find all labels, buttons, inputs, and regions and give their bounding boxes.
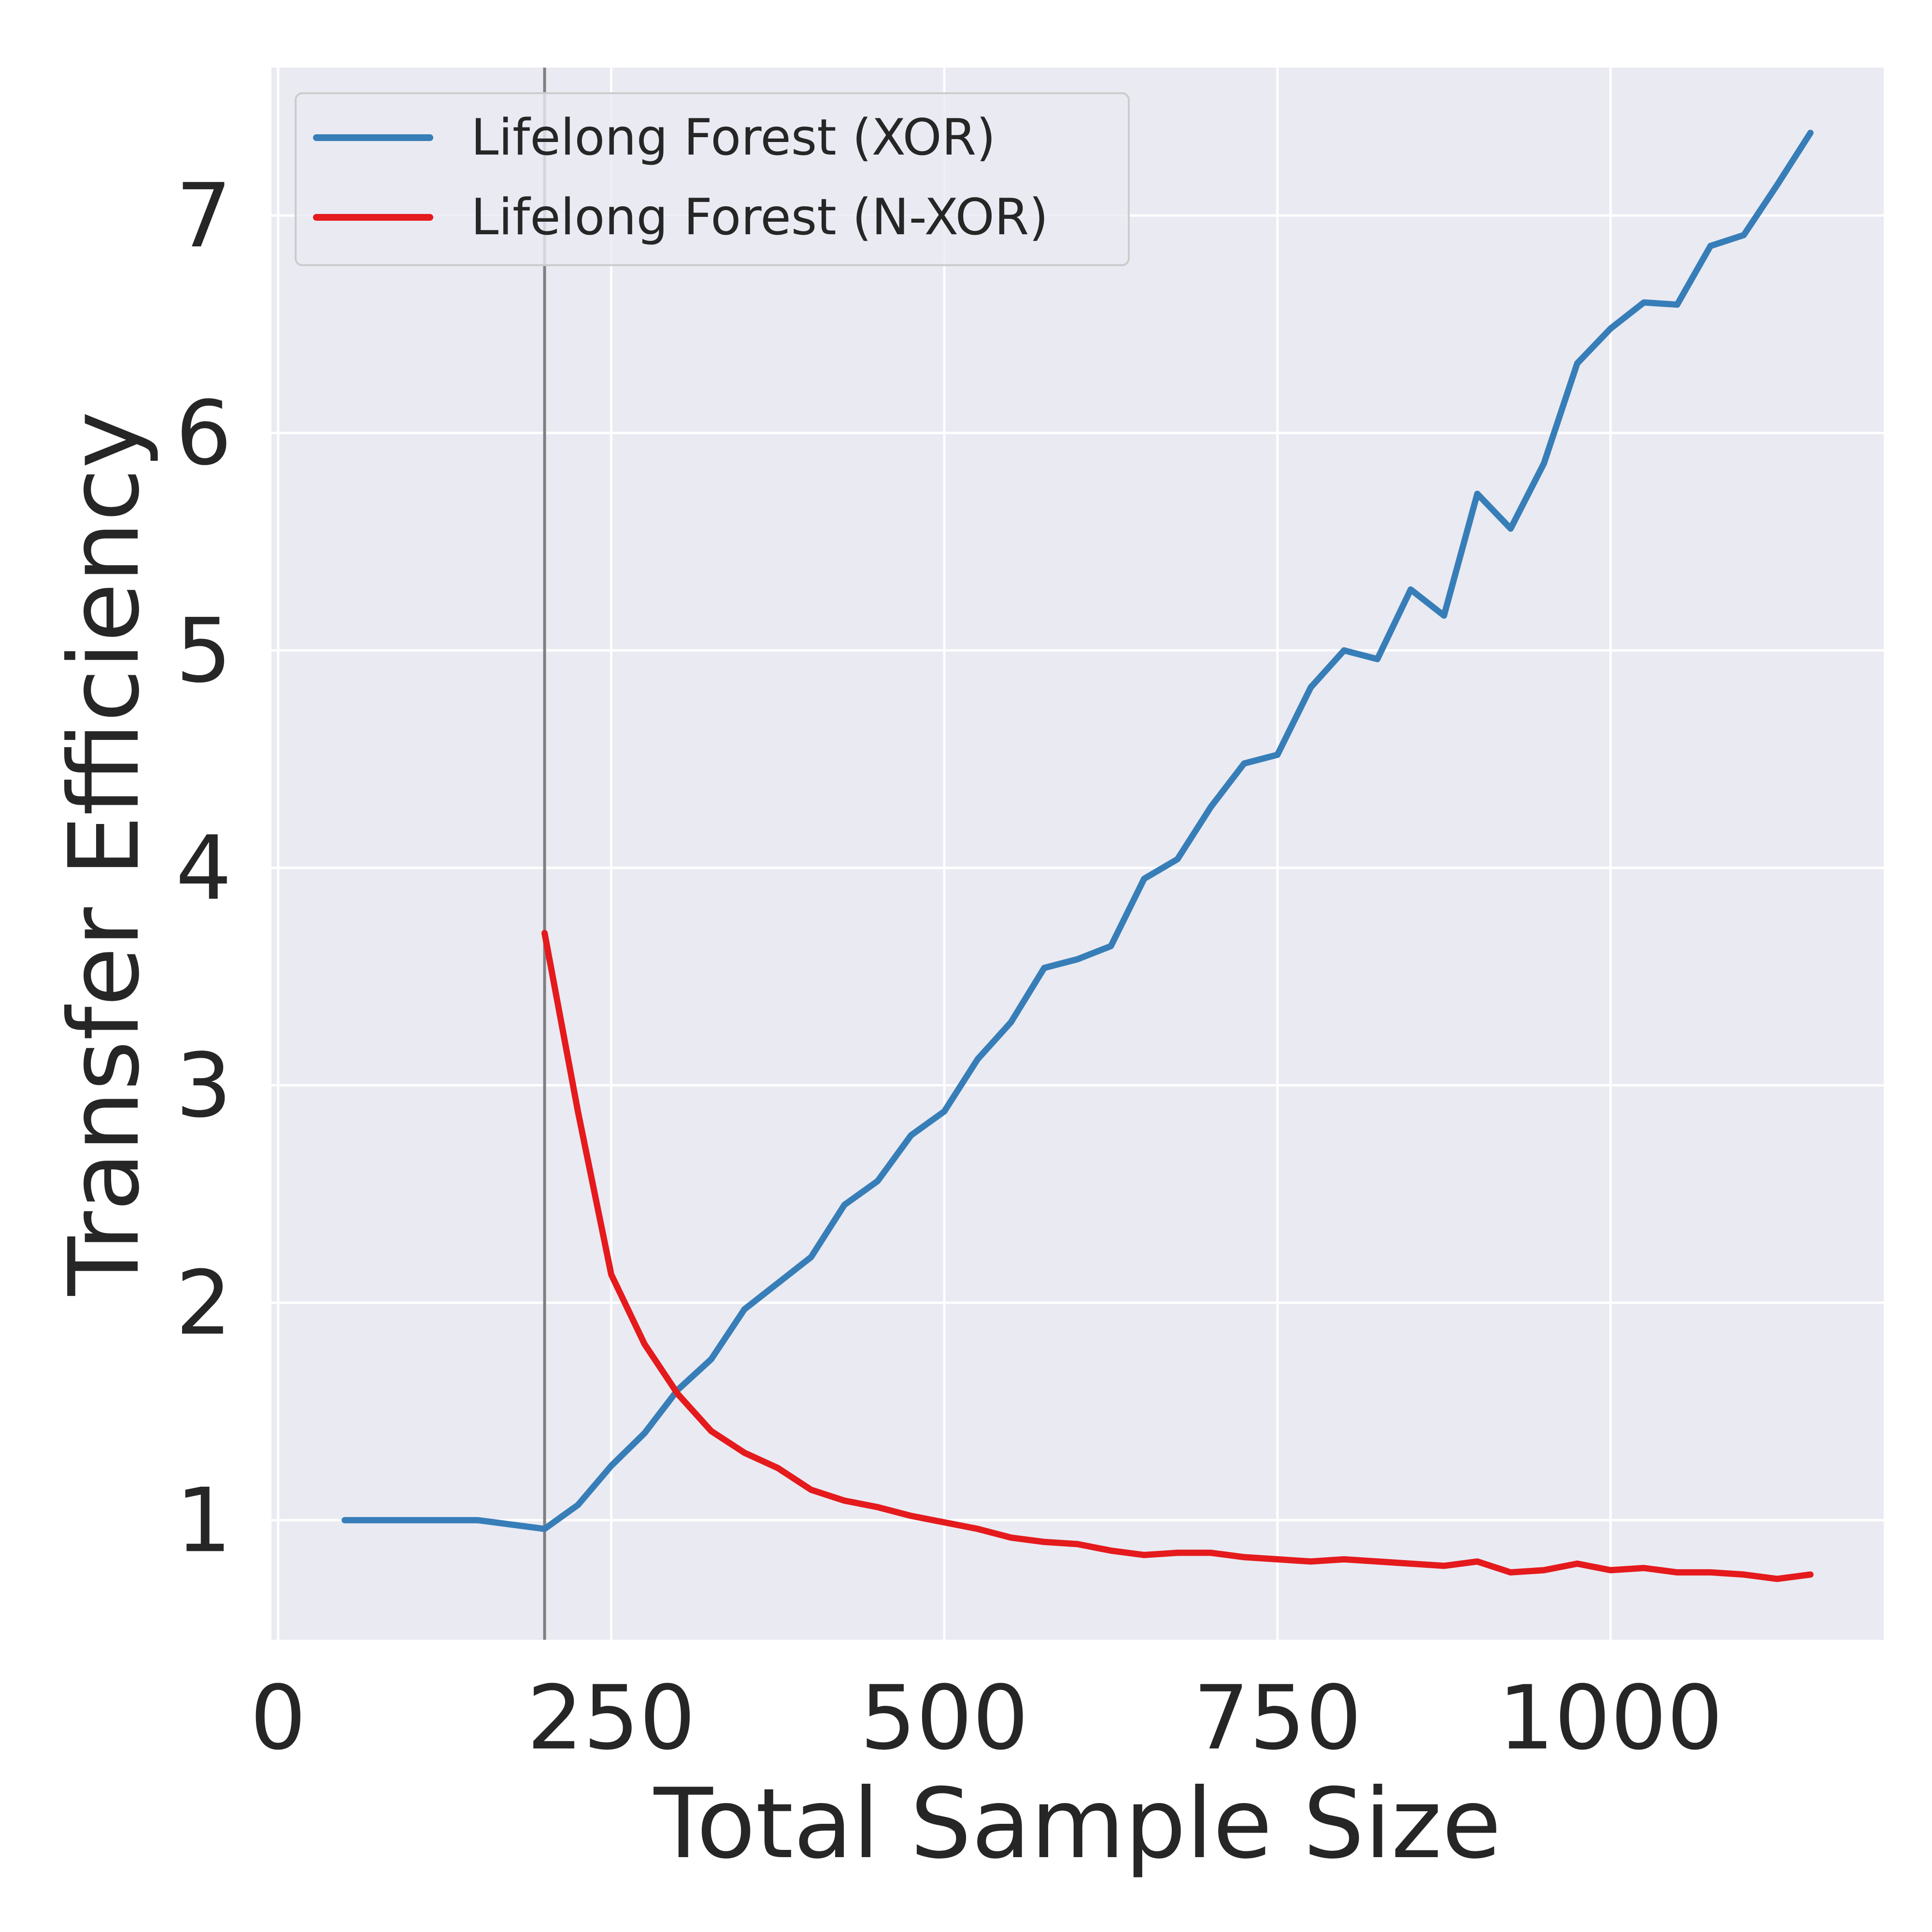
y-tick-label: 2 [176, 1252, 232, 1355]
series-line-1 [541, 930, 1814, 1582]
y-axis-label: Transfer Efficiency [48, 411, 161, 1296]
grid [271, 68, 1884, 1640]
legend-label-nxor: Lifelong Forest (N-XOR) [471, 188, 1049, 246]
y-tick-label: 7 [176, 165, 232, 268]
x-tick-label: 1000 [1498, 1667, 1723, 1770]
y-tick-label: 3 [176, 1035, 232, 1137]
y-tick-label: 1 [176, 1469, 232, 1572]
y-tick-label: 6 [176, 382, 232, 485]
series-layer [341, 129, 1814, 1582]
x-tick-label: 250 [527, 1667, 696, 1770]
plot-area [271, 68, 1884, 1640]
tick-labels: 0 250 500 750 1000 1 2 3 4 5 6 7 [176, 165, 1723, 1770]
legend-box [295, 92, 1130, 266]
y-tick-label: 4 [176, 817, 232, 920]
x-tick-label: 0 [250, 1667, 306, 1770]
x-tick-label: 500 [860, 1667, 1028, 1770]
y-tick-label: 5 [176, 600, 232, 703]
x-axis-label: Total Sample Size [653, 1768, 1502, 1880]
x-tick-label: 750 [1193, 1667, 1362, 1770]
legend-label-xor: Lifelong Forest (XOR) [471, 109, 995, 167]
series-line-0 [341, 129, 1814, 1532]
legend: Lifelong Forest (XOR) Lifelong Forest (N… [295, 92, 1130, 266]
